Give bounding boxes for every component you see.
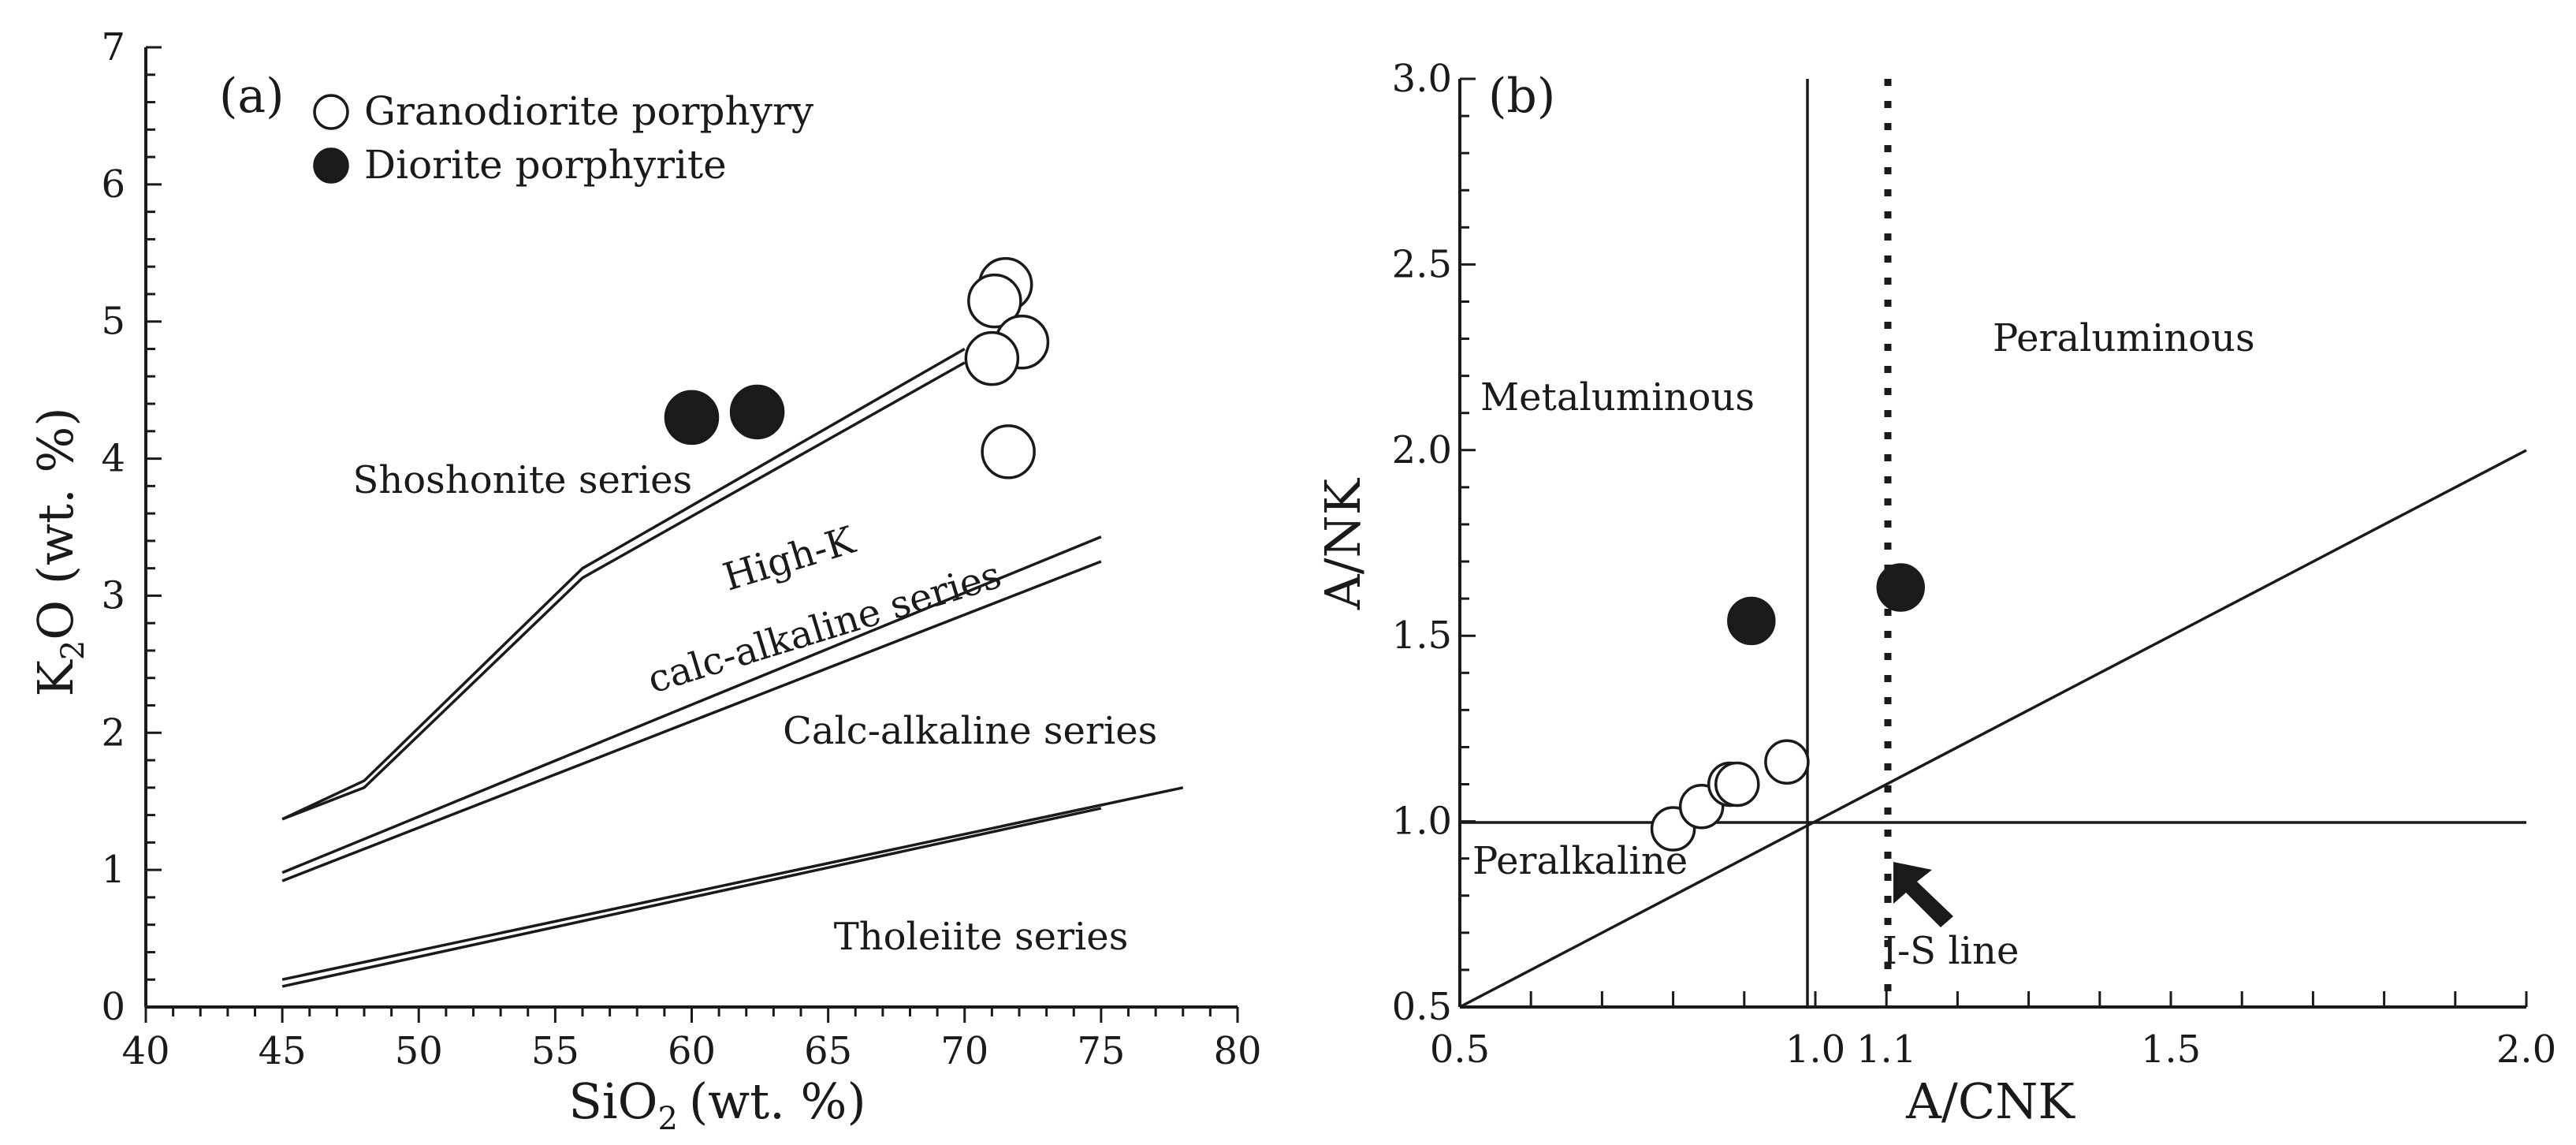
- a-y-tick-label: 5: [101, 300, 125, 344]
- b-x-axis-title: A/CNK: [1905, 1072, 2075, 1130]
- a-region-calc-alkaline-series: calc-alkaline series: [642, 553, 1006, 703]
- b-point-granodiorite-porphyry: [1714, 761, 1760, 807]
- a-data-points: [664, 257, 1050, 479]
- a-x-tick-label: 45: [259, 1029, 307, 1073]
- a-panel-label: (a): [219, 69, 285, 124]
- b-x-tick-label: 1.5: [2141, 1028, 2201, 1072]
- a-boundary-line-1: [281, 347, 966, 821]
- b-data-points: [1650, 563, 1925, 852]
- b-x-tick-label: 1.0: [1785, 1028, 1845, 1072]
- b-y-axis-title: A/NK: [1314, 477, 1372, 610]
- b-x-tick-label: 1.1: [1856, 1028, 1916, 1072]
- a-region-shoshonite-series: Shoshonite series: [352, 458, 692, 502]
- b-point-granodiorite-porphyry: [1764, 739, 1810, 785]
- a-x-tick-label: 50: [395, 1029, 443, 1073]
- i-s-line-annotation: I-S line: [1882, 862, 2019, 973]
- a-y-tick-label: 0: [101, 985, 125, 1029]
- a-x-tick-label: 75: [1077, 1029, 1125, 1073]
- b-region-peralkaline: Peralkaline: [1472, 839, 1688, 883]
- a-boundary-line-5: [281, 786, 1184, 981]
- b-x-tick-label: 0.5: [1430, 1028, 1490, 1072]
- a-x-tick-label: 55: [531, 1029, 579, 1073]
- a-axes: [144, 47, 1238, 1009]
- panel-b-anc-vs-acnk: 0.5 1.0 1.1 1.5 2.00.51.01.52.02.53.0 Metalu…: [1314, 57, 2556, 1130]
- b-axes: [1458, 79, 2526, 1009]
- a-region-high-k: High-K: [718, 518, 861, 600]
- b-y-tick-label: 3.0: [1392, 57, 1452, 101]
- b-y-tick-label: 2.0: [1392, 428, 1452, 472]
- a-region-tholeiite-series: Tholeiite series: [834, 915, 1129, 959]
- a-x-tick-label: 40: [121, 1029, 169, 1073]
- b-x-tick-label: 2.0: [2496, 1028, 2556, 1072]
- a-point-diorite-porphyrite: [729, 384, 785, 440]
- arrow-icon: [1893, 862, 1953, 927]
- b-region-metaluminous: Metaluminous: [1480, 375, 1755, 420]
- a-boundary-line-3: [281, 535, 1102, 875]
- legend-filled-circle-marker: [313, 147, 349, 184]
- a-x-axis-title: SiO2 (wt. %): [568, 1072, 865, 1137]
- a-y-tick-label: 1: [101, 848, 125, 892]
- legend-granodiorite-label: Granodiorite porphyry: [364, 88, 814, 134]
- a-y-tick-label: 2: [101, 710, 125, 755]
- a-boundary-lines: [281, 347, 1184, 988]
- b-ticks: 0.5 1.0 1.1 1.5 2.00.51.01.52.02.53.0: [1392, 57, 2557, 1072]
- a-x-tick-label: 60: [668, 1029, 716, 1073]
- a-y-tick-label: 3: [101, 573, 125, 617]
- b-boundary-lines: [1459, 79, 2527, 1009]
- b-diagonal-line: [1459, 449, 2527, 1009]
- b-panel-label: (b): [1488, 69, 1555, 124]
- a-region-calc-alkaline-series: Calc-alkaline series: [783, 709, 1157, 753]
- a-point-granodiorite-porphyry: [964, 330, 1020, 386]
- a-boundary-line-4: [281, 560, 1102, 882]
- a-boundary-line-2: [281, 361, 966, 821]
- b-point-diorite-porphyrite: [1876, 563, 1925, 612]
- a-point-diorite-porphyrite: [664, 390, 720, 446]
- a-x-tick-label: 70: [940, 1029, 988, 1073]
- a-boundary-line-6: [281, 807, 1102, 988]
- b-y-tick-label: 1.0: [1392, 800, 1452, 844]
- b-y-tick-label: 2.5: [1392, 242, 1452, 286]
- legend-open-circle-marker: [313, 94, 349, 130]
- b-point-diorite-porphyrite: [1727, 596, 1776, 646]
- b-y-tick-label: 0.5: [1392, 985, 1452, 1029]
- i-s-line-label: I-S line: [1882, 929, 2019, 973]
- a-y-tick-label: 7: [101, 25, 125, 69]
- a-legend: Granodiorite porphyry Diorite porphyrite: [313, 88, 814, 188]
- a-y-axis-title: K2O (wt. %): [27, 407, 91, 696]
- a-point-granodiorite-porphyry: [967, 273, 1022, 329]
- a-y-tick-label: 4: [101, 437, 125, 481]
- b-region-peraluminous: Peraluminous: [1993, 316, 2255, 360]
- b-y-tick-label: 1.5: [1392, 614, 1452, 658]
- legend-diorite-label: Diorite porphyrite: [364, 142, 727, 188]
- a-x-tick-label: 80: [1213, 1029, 1261, 1073]
- a-y-tick-label: 6: [101, 162, 125, 207]
- a-x-tick-label: 65: [804, 1029, 852, 1073]
- a-point-granodiorite-porphyry: [981, 424, 1036, 479]
